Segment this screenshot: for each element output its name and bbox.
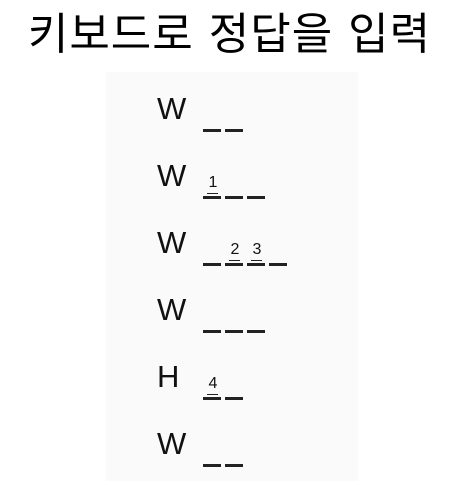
letter-blank[interactable] [225,159,245,199]
start-letter: W [157,91,187,126]
letter-blank[interactable]: 2 [225,226,245,266]
start-letter: H [157,359,180,394]
letter-blank[interactable]: 3 [247,226,267,266]
blank-dash [225,129,243,132]
clue-number: 4 [208,375,218,392]
blank-dash [269,263,287,266]
blank-dash [247,196,265,199]
start-letter: W [157,225,187,260]
letter-blank[interactable] [225,427,245,467]
letter-blank[interactable] [225,92,245,132]
clue-number-underline [251,260,262,261]
clue-number-underline [207,193,218,194]
letter-blank[interactable]: 4 [203,360,223,400]
letter-blank[interactable] [203,226,223,266]
start-letter: W [157,158,187,193]
blank-dash [203,397,221,400]
blank-dash [247,330,265,333]
start-letter: W [157,426,187,461]
letter-blank[interactable] [203,92,223,132]
blank-dash [225,330,243,333]
letter-blank[interactable] [247,159,267,199]
letter-blank[interactable] [269,226,289,266]
blank-dash [225,196,243,199]
letter-blank[interactable] [225,293,245,333]
letter-blank[interactable]: 1 [203,159,223,199]
blank-dash [225,397,243,400]
letter-blank[interactable] [247,293,267,333]
letter-blank[interactable] [203,293,223,333]
start-letter: W [157,292,187,327]
blank-dash [203,196,221,199]
blank-dash [203,129,221,132]
clue-number: 2 [230,241,240,258]
clue-number: 3 [252,241,262,258]
blank-dash [225,263,243,266]
clue-number: 1 [208,174,218,191]
instruction-title: 키보드로 정답을 입력 [27,9,432,60]
letter-blank[interactable] [203,427,223,467]
blank-dash [203,464,221,467]
blank-dash [203,330,221,333]
puzzle-board [106,72,358,481]
blank-dash [203,263,221,266]
clue-number-underline [207,394,218,395]
blank-dash [225,464,243,467]
clue-number-underline [229,260,240,261]
letter-blank[interactable] [225,360,245,400]
blank-dash [247,263,265,266]
